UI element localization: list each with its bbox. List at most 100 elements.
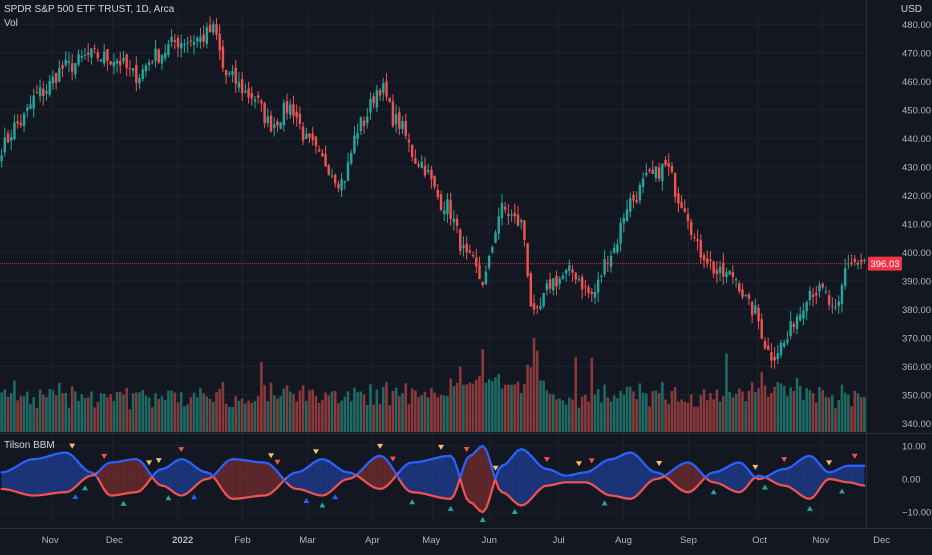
volume-bar	[764, 386, 767, 432]
bbm-band-fill	[293, 472, 296, 489]
volume-bar	[247, 401, 250, 432]
volume-bar	[440, 395, 443, 432]
candle-body	[151, 62, 153, 63]
bbm-band-fill	[30, 459, 33, 495]
bbm-band-fill	[451, 456, 454, 499]
volume-bar	[645, 393, 648, 432]
volume-bar	[360, 391, 363, 432]
candle-body	[639, 185, 641, 201]
price-tick-label: 350.00	[902, 390, 931, 401]
bbm-band-fill	[787, 467, 790, 488]
signal-down-marker	[544, 457, 550, 462]
volume-bar	[597, 389, 600, 432]
signal-down-marker	[146, 460, 152, 465]
candle-body	[453, 219, 455, 223]
signal-down-marker	[274, 460, 280, 465]
bbm-band-fill	[524, 450, 527, 505]
bbm-band-fill	[813, 457, 816, 497]
volume-bar	[344, 397, 347, 432]
candle-body	[854, 259, 856, 262]
volume-bar	[757, 388, 760, 432]
candle-body	[658, 167, 660, 179]
candle-body	[324, 154, 326, 166]
bbm-band-fill	[476, 447, 479, 510]
candle-body	[68, 61, 70, 63]
volume-bar	[395, 388, 398, 432]
candle-body	[360, 118, 362, 132]
volume-bar	[202, 393, 205, 432]
candle-body	[340, 179, 342, 190]
candle-body	[619, 223, 621, 244]
candle-body	[328, 165, 330, 174]
bbm-band-fill	[447, 456, 450, 499]
bbm-band-fill	[313, 461, 316, 494]
volume-bar	[709, 393, 712, 432]
volume-bar	[725, 353, 728, 432]
volume-bar	[103, 394, 106, 432]
bbm-band-fill	[431, 458, 434, 496]
bbm-band-fill	[637, 456, 640, 496]
bbm-band-fill	[714, 472, 717, 483]
candle-body	[52, 76, 54, 83]
bbm-band-fill	[18, 464, 21, 493]
volume-bar	[215, 392, 218, 432]
volume-bar	[565, 405, 568, 432]
time-tick-label: Sep	[680, 535, 697, 546]
candle-body	[385, 81, 387, 96]
volume-bar	[151, 407, 154, 432]
symbol-legend[interactable]: SPDR S&P 500 ETF TRUST, 1D, Arca	[4, 4, 174, 15]
volume-bar	[613, 396, 616, 432]
indicator-legend[interactable]: Tilson BBM	[4, 440, 55, 451]
candle-body	[308, 134, 310, 138]
volume-bar	[81, 394, 84, 432]
volume-bar	[180, 392, 183, 432]
candle-body	[318, 149, 320, 151]
volume-bar	[741, 392, 744, 432]
candle-body	[174, 40, 176, 42]
volume-bar	[664, 400, 667, 432]
bbm-band-fill	[585, 472, 588, 483]
bbm-band-fill	[512, 454, 515, 503]
candle-body	[122, 58, 124, 62]
candle-body	[498, 217, 500, 234]
candle-body	[786, 339, 788, 342]
volume-bar	[376, 390, 379, 432]
volume-bar	[687, 403, 690, 432]
bbm-band-fill	[297, 472, 300, 489]
candle-body	[254, 100, 256, 102]
price-unit-label[interactable]: USD	[901, 4, 922, 15]
volume-bar	[562, 400, 565, 432]
volume-bar	[703, 389, 706, 432]
volume-bar	[754, 392, 757, 432]
bbm-band-fill	[117, 461, 120, 495]
volume-bar	[4, 390, 7, 432]
signal-up-marker	[480, 517, 486, 522]
candle-body	[603, 259, 605, 274]
volume-bar	[690, 394, 693, 432]
volume-bar	[167, 391, 170, 432]
candle-body	[719, 267, 721, 273]
signal-down-marker	[156, 458, 162, 463]
signal-up-marker	[303, 498, 309, 503]
candle-body	[36, 92, 38, 93]
volume-bar	[292, 394, 295, 432]
volume-bar	[437, 397, 440, 432]
bbm-band-fill	[807, 456, 810, 499]
volume-bar	[700, 395, 703, 432]
candle-body	[273, 124, 275, 127]
bbm-band-fill	[303, 468, 306, 491]
bbm-band-fill	[540, 466, 543, 489]
candle-body	[20, 123, 22, 125]
candle-body	[838, 301, 840, 306]
candle-body	[100, 60, 102, 62]
price-tick-label: 380.00	[902, 305, 931, 316]
indicator-tick-label: 0.00	[902, 475, 921, 486]
price-tick-label: 340.00	[902, 419, 931, 430]
bbm-band-fill	[66, 453, 69, 493]
candle-body	[238, 82, 240, 88]
volume-legend[interactable]: Vol	[4, 18, 18, 29]
volume-bar	[751, 382, 754, 432]
volume-bar	[10, 393, 13, 432]
